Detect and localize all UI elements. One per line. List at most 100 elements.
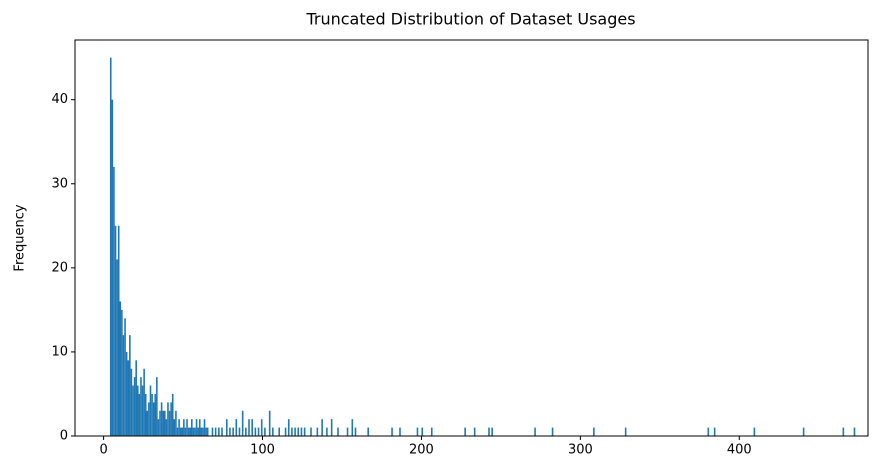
bar [488, 427, 490, 436]
bar [491, 427, 493, 436]
bar [159, 410, 161, 436]
bar [367, 427, 369, 436]
y-tick-label: 0 [60, 429, 68, 444]
bar [200, 427, 203, 436]
bar [117, 225, 120, 436]
bar [111, 99, 114, 436]
x-tick-label: 100 [250, 443, 275, 458]
bar [291, 427, 293, 436]
y-tick-label: 30 [51, 176, 68, 191]
bar [133, 377, 136, 436]
bar [189, 427, 192, 436]
bar [316, 427, 319, 436]
bar [122, 335, 125, 436]
bar [132, 385, 134, 436]
bar [178, 419, 180, 436]
bar [113, 166, 115, 436]
bar [171, 393, 174, 436]
bar [534, 427, 536, 436]
bar [191, 419, 193, 436]
bar [138, 393, 141, 436]
bar [148, 402, 150, 436]
bar [321, 419, 323, 436]
x-tick-label: 400 [727, 443, 752, 458]
bar [160, 402, 163, 436]
bar [184, 427, 187, 436]
bar [198, 419, 201, 436]
plot-frame [74, 39, 869, 437]
x-tick-label: 200 [409, 443, 434, 458]
bar [186, 419, 188, 436]
bar [205, 427, 207, 436]
bar [264, 427, 266, 436]
bar [248, 419, 250, 436]
bar [109, 57, 112, 436]
bar [179, 427, 182, 436]
bar [257, 427, 260, 436]
bar [187, 427, 190, 436]
bar [144, 393, 147, 436]
bar [121, 309, 123, 436]
bar [156, 377, 158, 436]
bar [218, 427, 220, 436]
bar [167, 402, 169, 436]
bar [241, 410, 244, 436]
bar [183, 419, 185, 436]
y-tick-label: 20 [51, 260, 68, 275]
bar [206, 427, 209, 436]
bar [202, 427, 204, 436]
bar [473, 427, 476, 436]
bar [254, 427, 257, 436]
bar [157, 419, 160, 436]
bar [268, 410, 271, 436]
bar [802, 427, 805, 436]
bar [303, 427, 306, 436]
bar [346, 427, 349, 436]
y-axis-label: Frequency [13, 204, 28, 271]
bar [114, 225, 117, 436]
bar [151, 393, 153, 436]
bar [707, 427, 710, 436]
bar [211, 427, 214, 436]
bar [129, 335, 131, 436]
bar [284, 427, 287, 436]
bar [116, 259, 118, 436]
bar [141, 385, 144, 436]
bar [170, 402, 172, 436]
bar [162, 410, 164, 436]
bar [146, 410, 149, 436]
bar [229, 427, 231, 436]
bar [272, 427, 274, 436]
bar [753, 427, 756, 436]
bar [152, 402, 155, 436]
bar [127, 360, 130, 436]
bar [593, 427, 595, 436]
bar [464, 427, 466, 436]
bar [175, 410, 177, 436]
bar [119, 301, 122, 436]
bar [354, 427, 357, 436]
bar [278, 427, 281, 436]
bar [197, 427, 199, 436]
bar [326, 427, 328, 436]
bar [163, 410, 166, 436]
bar [337, 427, 339, 436]
bar [430, 427, 433, 436]
y-tick-label: 10 [51, 344, 68, 359]
bar [421, 427, 424, 436]
bar [238, 427, 241, 436]
bar [300, 427, 303, 436]
bar [124, 318, 126, 436]
bar [136, 385, 139, 436]
bar [221, 427, 223, 436]
bar [165, 419, 168, 436]
bar [225, 419, 228, 436]
bar [416, 427, 419, 436]
bar [203, 419, 206, 436]
bar [192, 427, 195, 436]
bar [143, 368, 145, 436]
bar [330, 419, 333, 436]
bar [168, 410, 171, 436]
bar [194, 427, 196, 436]
